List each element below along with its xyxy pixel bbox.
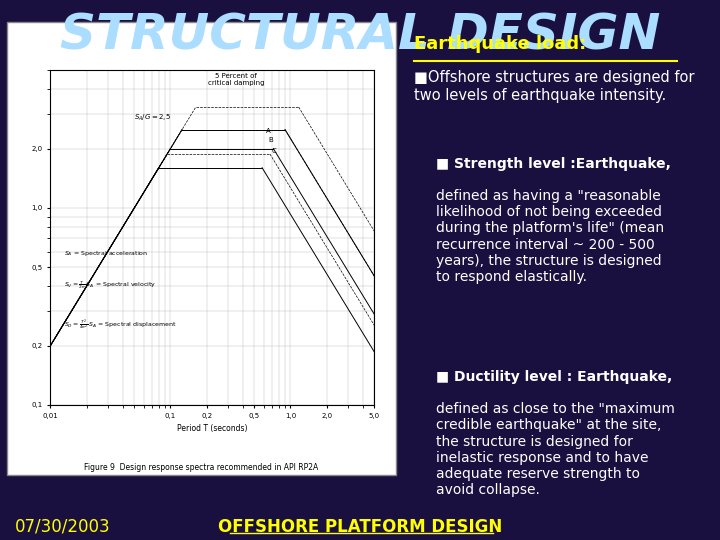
Text: ■ Ductility level : Earthquake,: ■ Ductility level : Earthquake, xyxy=(436,370,672,384)
Text: $S_D = \frac{T^2}{4\pi^2}\,S_A$ = Spectral displacement: $S_D = \frac{T^2}{4\pi^2}\,S_A$ = Spectr… xyxy=(64,318,177,332)
X-axis label: Period T (seconds): Period T (seconds) xyxy=(177,424,248,433)
Text: C: C xyxy=(272,148,276,154)
Text: Figure 9  Design response spectra recommended in API RP2A: Figure 9 Design response spectra recomme… xyxy=(84,463,319,472)
Bar xyxy=(7,22,396,475)
Text: B: B xyxy=(269,137,274,144)
Text: defined as close to the "maximum
credible earthquake" at the site,
the structure: defined as close to the "maximum credibl… xyxy=(436,402,675,497)
Text: A: A xyxy=(266,128,270,134)
Text: STRUCTURAL DESIGN: STRUCTURAL DESIGN xyxy=(60,11,660,59)
Text: ■Offshore structures are designed for
two levels of earthquake intensity.: ■Offshore structures are designed for tw… xyxy=(414,70,695,103)
Text: defined as having a "reasonable
likelihood of not being exceeded
during the plat: defined as having a "reasonable likeliho… xyxy=(436,189,664,284)
Text: ■ Strength level :Earthquake,: ■ Strength level :Earthquake, xyxy=(436,157,670,171)
Text: 07/30/2003: 07/30/2003 xyxy=(14,517,110,536)
Text: Earthquake load:: Earthquake load: xyxy=(414,35,586,53)
Text: $S_V = \frac{T}{2\pi}\,S_A$ = Spectral velocity: $S_V = \frac{T}{2\pi}\,S_A$ = Spectral v… xyxy=(64,279,156,291)
Text: 5 Percent of
critical damping: 5 Percent of critical damping xyxy=(207,73,264,86)
Text: $S_A$ = Spectral acceleration: $S_A$ = Spectral acceleration xyxy=(64,248,148,258)
Text: OFFSHORE PLATFORM DESIGN: OFFSHORE PLATFORM DESIGN xyxy=(218,517,502,536)
Text: $S_A/G = 2{,}5$: $S_A/G = 2{,}5$ xyxy=(135,113,171,123)
